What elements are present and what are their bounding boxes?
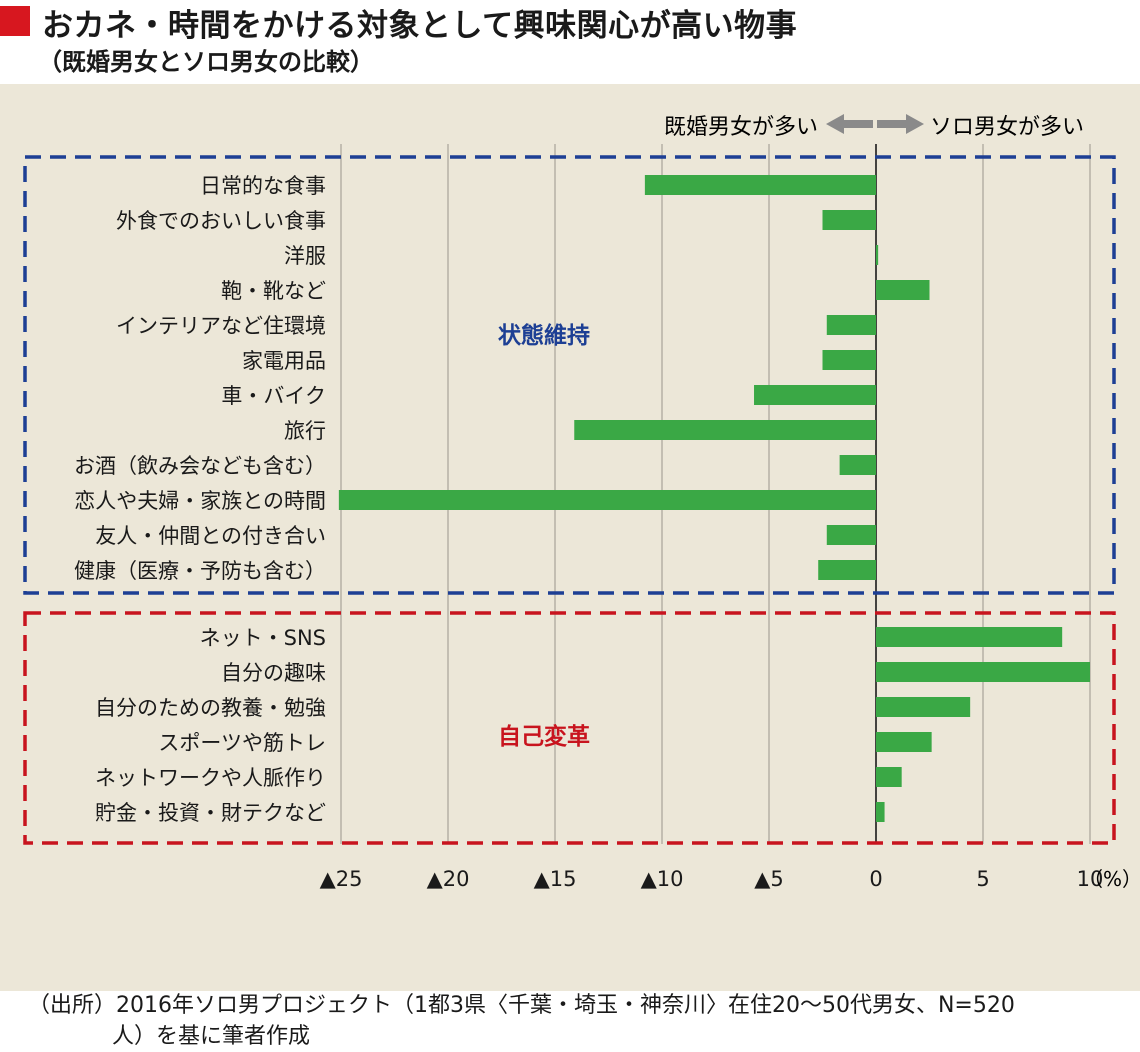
x-tick-label: ▲25 [320,867,363,891]
category-label: インテリアなど住環境 [116,314,326,338]
x-tick-label: 0 [869,867,882,891]
bar [876,280,930,300]
category-label: 恋人や夫婦・家族との時間 [74,489,326,513]
bar [876,662,1090,682]
bar [754,385,876,405]
bar [818,560,876,580]
x-tick-label: 10 [1077,867,1104,891]
group-label-transform: 自己変革 [498,723,590,750]
x-tick-label: ▲20 [427,867,470,891]
bar [839,455,876,475]
group-frame-maintain [23,155,1116,595]
source-note: （出所）2016年ソロ男プロジェクト（1都3県〈千葉・埼玉・神奈川〉在住20～5… [28,990,1128,1052]
source-line-2: 人）を基に筆者作成 [112,1024,311,1049]
category-label: 洋服 [284,244,326,268]
bar [338,490,876,510]
source-line-1: （出所）2016年ソロ男プロジェクト（1都3県〈千葉・埼玉・神奈川〉在住20～5… [28,993,1015,1018]
category-label: 外食でのおいしい食事 [116,209,326,233]
x-tick-label: 5 [976,867,989,891]
chart-header: おカネ・時間をかける対象として興味関心が高い物事 （既婚男女とソロ男女の比較） [0,0,1140,84]
group-frames [23,155,1116,845]
bar [826,315,876,335]
right-arrow-icon [877,114,924,134]
bar [876,627,1063,647]
bar [876,767,902,787]
x-tick-label: ▲5 [754,867,784,891]
bar [876,802,885,822]
category-labels: 日常的な食事外食でのおいしい食事洋服鞄・靴などインテリアなど住環境家電用品車・バ… [74,174,326,825]
category-label: 家電用品 [242,349,326,373]
bar [876,697,971,717]
bar [822,210,876,230]
direction-left-label: 既婚男女が多い [664,115,818,140]
direction-right-label: ソロ男女が多い [930,115,1084,140]
group-frame-transform [23,611,1116,845]
category-label: 車・バイク [221,384,326,408]
x-axis-ticks: ▲25 ▲20 ▲15 ▲10 ▲5 0 5 10 [320,867,1104,891]
category-label: 自分の趣味 [221,661,326,685]
left-arrow-icon [826,114,873,134]
category-label: 貯金・投資・財テクなど [95,801,326,825]
bar [826,525,876,545]
category-label: 自分のための教養・勉強 [95,696,326,720]
bar [574,420,876,440]
title-marker [0,6,30,36]
category-label: 旅行 [284,419,326,443]
category-label: 日常的な食事 [200,174,326,198]
chart-title: おカネ・時間をかける対象として興味関心が高い物事 [42,8,798,44]
category-label: お酒（飲み会なども含む） [74,454,326,478]
category-label: ネット・SNS [200,626,326,650]
category-label: 友人・仲間との付き合い [95,524,326,548]
category-label: スポーツや筋トレ [158,731,326,755]
x-tick-label: ▲15 [534,867,577,891]
bar [876,245,879,265]
bar [876,732,932,752]
x-tick-label: ▲10 [641,867,684,891]
bar [822,350,876,370]
bar-chart: 日常的な食事外食でのおいしい食事洋服鞄・靴などインテリアなど住環境家電用品車・バ… [23,114,1140,891]
x-axis-unit: （%） [1083,867,1140,891]
group-label-maintain: 状態維持 [498,322,590,349]
category-label: ネットワークや人脈作り [95,766,326,790]
bars [338,175,1090,822]
category-label: 鞄・靴など [221,279,326,303]
bar [644,175,876,195]
category-label: 健康（医療・予防も含む） [74,559,326,583]
chart-subtitle: （既婚男女とソロ男女の比較） [38,48,374,76]
chart-panel: 日常的な食事外食でのおいしい食事洋服鞄・靴などインテリアなど住環境家電用品車・バ… [0,84,1140,1049]
